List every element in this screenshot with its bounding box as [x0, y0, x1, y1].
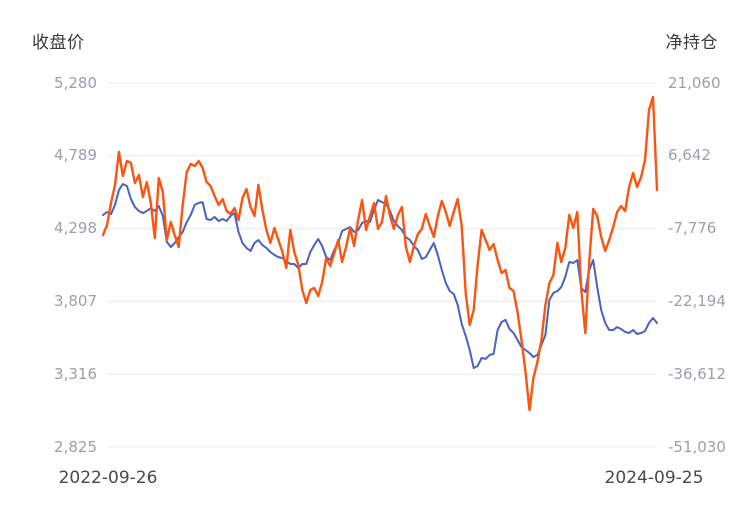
net-position-line [101, 95, 659, 412]
left-axis-title: 收盘价 [32, 33, 85, 53]
right-axis-title: 净持仓 [665, 33, 718, 53]
close-price-line [102, 183, 658, 369]
x-axis-start-date-label: 2022-09-26 [58, 468, 158, 488]
x-axis-end-date-label: 2024-09-25 [604, 468, 704, 488]
